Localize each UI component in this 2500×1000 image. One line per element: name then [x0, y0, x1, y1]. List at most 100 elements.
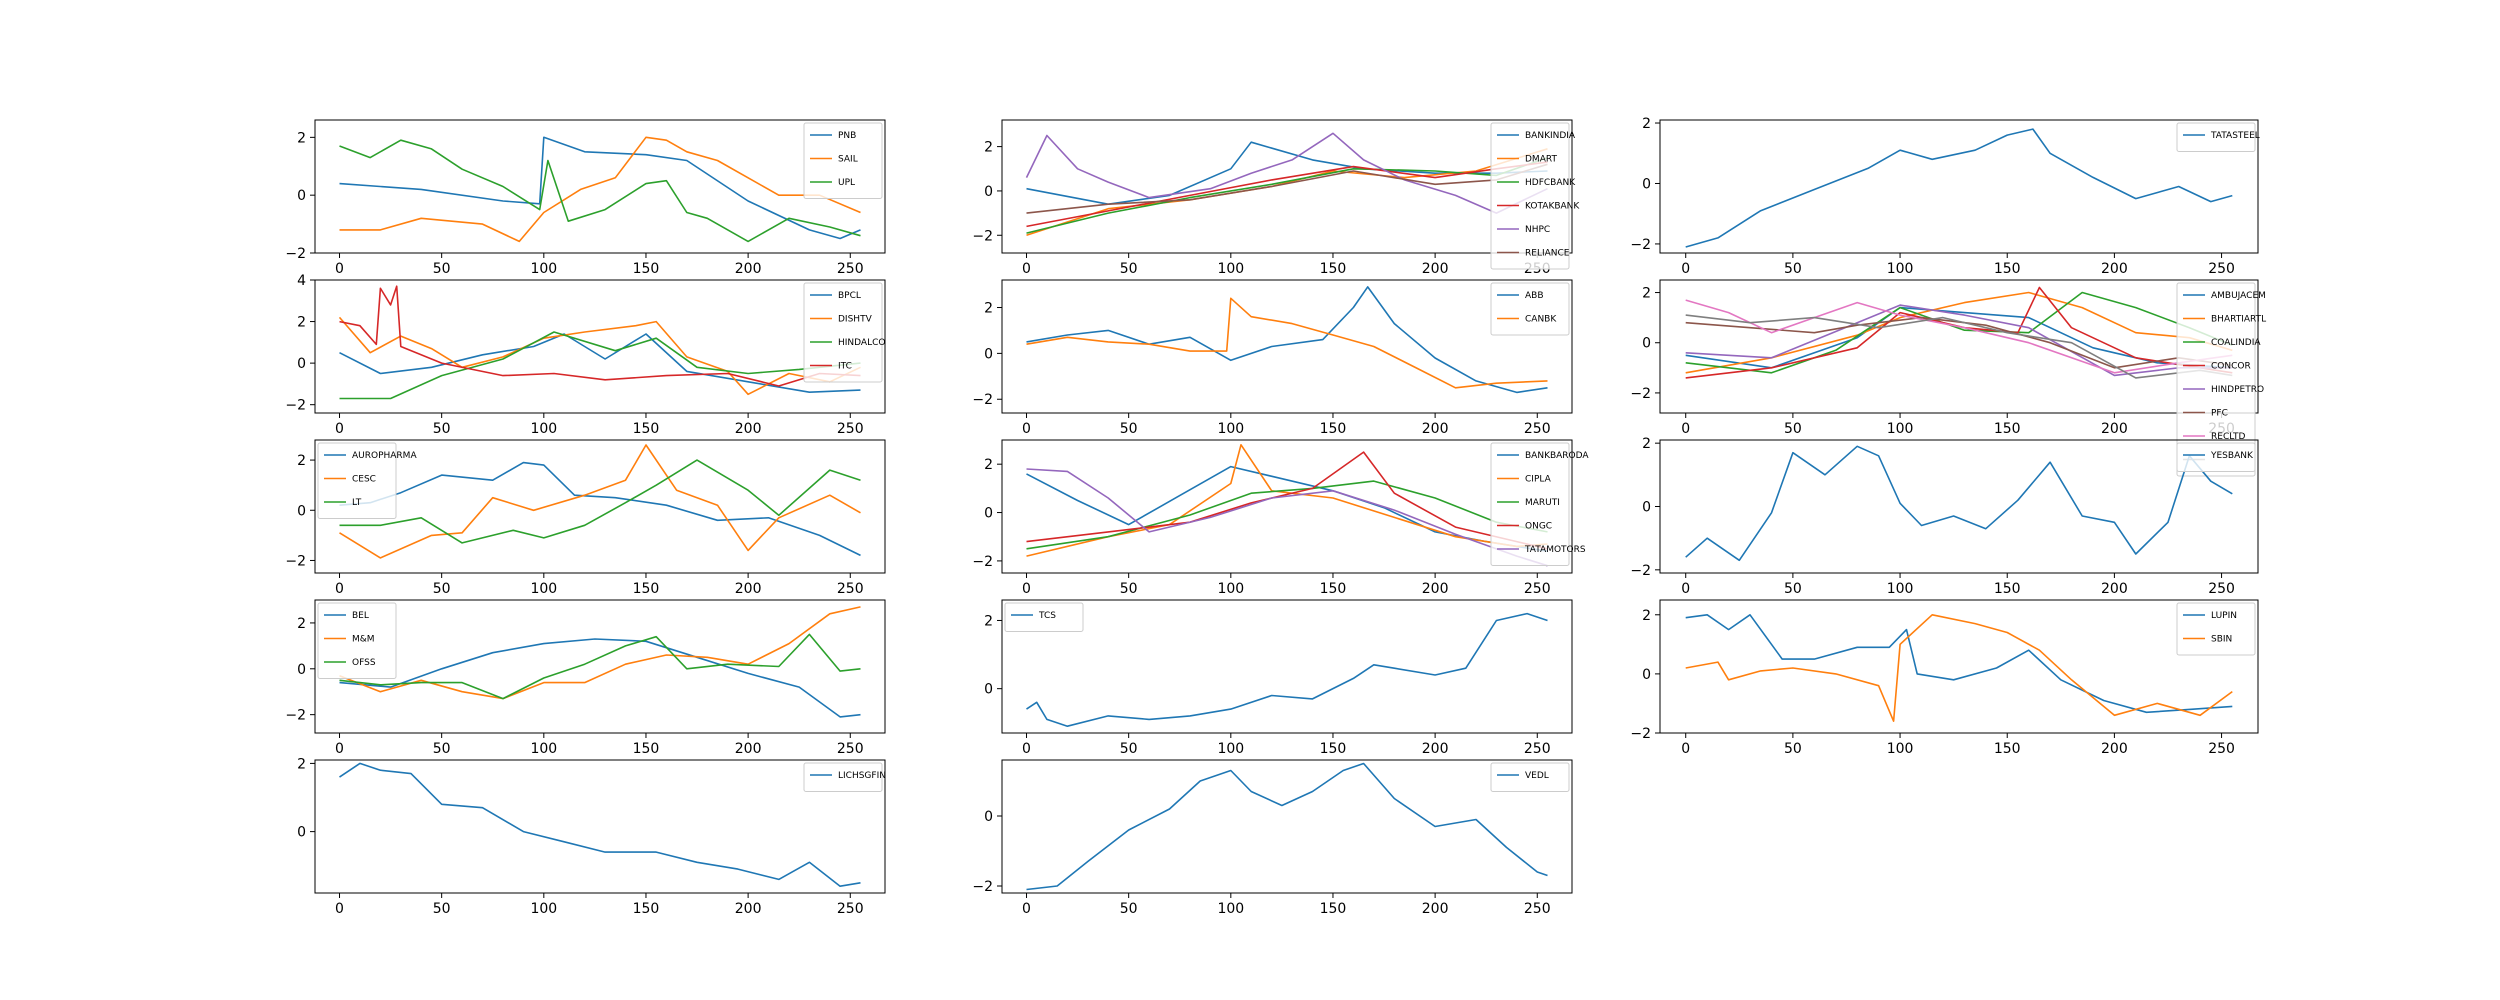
- x-tick-label: 250: [2208, 741, 2235, 757]
- legend-label: DISHTV: [838, 315, 873, 325]
- axes-frame: [314, 759, 886, 894]
- y-tick-label: 2: [297, 616, 306, 632]
- x-tick-label: 200: [735, 421, 762, 437]
- series-lines: [1026, 762, 1548, 891]
- x-tick-label: 200: [1422, 581, 1449, 597]
- legend-label: AMBUJACEM: [2211, 291, 2266, 301]
- x-tick-label: 50: [1120, 421, 1138, 437]
- x-tick-label: 150: [1994, 421, 2021, 437]
- legend: LICHSGFIN: [803, 762, 886, 792]
- legend: BANKBARODA CIPLA MARUTI ONGC TATAMOTORS: [1490, 442, 1589, 566]
- y-tick-label: −2: [1630, 726, 1651, 742]
- x-tick-label: 100: [1217, 901, 1244, 917]
- x-tick-label: 200: [1422, 421, 1449, 437]
- y-tick-label: 0: [984, 506, 993, 522]
- x-tick-label: 200: [735, 261, 762, 277]
- x-tick-label: 200: [2101, 581, 2128, 597]
- series-lines: [1685, 286, 2233, 379]
- legend: PNB SAIL UPL: [803, 122, 883, 199]
- x-tick-label: 50: [1784, 741, 1802, 757]
- subplot-7: 0 50 100 150 200 250 −2 0 2 AUROPHARMA CESC LT: [285, 439, 886, 597]
- y-tick-label: 2: [297, 130, 306, 146]
- x-tick-label: 200: [2101, 261, 2128, 277]
- x-tick-label: 250: [2208, 581, 2235, 597]
- x-tick-label: 50: [1784, 421, 1802, 437]
- x-tick-label: 100: [530, 261, 557, 277]
- subplot-9: 0 50 100 150 200 250 −2 0 2 YESBANK: [1630, 436, 2259, 597]
- series-line: [1685, 314, 2233, 379]
- legend-box: [1490, 282, 1570, 336]
- legend-label: BHARTIARTL: [2211, 315, 2266, 325]
- y-tick-label: −2: [285, 708, 306, 724]
- x-tick-label: 50: [433, 581, 451, 597]
- legend-box: [803, 122, 883, 199]
- y-tick-label: 2: [297, 756, 306, 772]
- y-tick-label: 2: [984, 613, 993, 629]
- series-lines: [1685, 614, 2233, 722]
- x-tick-label: 0: [335, 901, 344, 917]
- legend: ABB CANBK: [1490, 282, 1570, 336]
- series-line: [1685, 299, 2233, 374]
- x-tick-label: 0: [1681, 581, 1690, 597]
- series-line: [1685, 614, 2233, 714]
- legend-label: ABB: [1525, 291, 1544, 301]
- legend-label: HDFCBANK: [1525, 178, 1576, 188]
- x-tick-label: 200: [1422, 741, 1449, 757]
- y-tick-label: −2: [1630, 237, 1651, 253]
- y-tick-label: 2: [984, 301, 993, 317]
- legend-box: [2176, 122, 2256, 152]
- x-tick-label: 0: [1022, 581, 1031, 597]
- legend: AMBUJACEM BHARTIARTL COALINDIA CONCOR HINDPE…: [2176, 282, 2266, 477]
- series-line: [339, 461, 861, 557]
- series-line: [1026, 163, 1548, 214]
- x-tick-label: 100: [1217, 261, 1244, 277]
- axes-frame: [1001, 119, 1573, 254]
- series-lines: [1685, 128, 2233, 248]
- legend: TCS: [1004, 602, 1084, 632]
- x-tick-label: 50: [433, 261, 451, 277]
- y-tick-label: 2: [297, 315, 306, 331]
- x-tick-label: 150: [1320, 741, 1347, 757]
- legend: TATASTEEL: [2176, 122, 2260, 152]
- series-line: [1026, 468, 1548, 567]
- legend-label: ITC: [838, 362, 852, 372]
- y-tick-label: 0: [297, 503, 306, 519]
- x-tick-label: 50: [1120, 901, 1138, 917]
- y-tick-label: −2: [972, 554, 993, 570]
- x-tick-label: 200: [735, 581, 762, 597]
- legend-box: [1490, 442, 1570, 566]
- legend-label: CANBK: [1525, 315, 1557, 325]
- x-tick-label: 50: [433, 901, 451, 917]
- x-tick-label: 150: [633, 901, 660, 917]
- series-line: [339, 139, 861, 243]
- series-line: [1685, 304, 2233, 377]
- legend-label: AUROPHARMA: [352, 451, 417, 461]
- x-tick-label: 150: [1320, 421, 1347, 437]
- x-tick-label: 250: [1524, 581, 1551, 597]
- series-line: [339, 606, 861, 700]
- x-tick-label: 50: [1120, 261, 1138, 277]
- legend-label: PFC: [2211, 409, 2228, 419]
- x-tick-label: 200: [735, 741, 762, 757]
- y-tick-label: 0: [297, 662, 306, 678]
- legend-label: RECLTD: [2211, 432, 2245, 442]
- x-tick-label: 0: [335, 741, 344, 757]
- y-tick-label: 0: [297, 188, 306, 204]
- legend: BEL M&M OFSS: [317, 602, 397, 679]
- legend: VEDL: [1490, 762, 1570, 792]
- y-tick-label: 0: [984, 809, 993, 825]
- x-tick-label: 0: [1681, 741, 1690, 757]
- x-tick-label: 0: [1022, 901, 1031, 917]
- subplot-14: 0 50 100 150 200 250 −2 0 VEDL: [972, 759, 1573, 917]
- subplot-13: 0 50 100 150 200 250 0 2 LICHSGFIN: [297, 756, 886, 917]
- legend-label: CIPLA: [1525, 475, 1552, 485]
- x-tick-label: 150: [1994, 741, 2021, 757]
- x-tick-label: 250: [2208, 261, 2235, 277]
- x-tick-label: 50: [1784, 261, 1802, 277]
- legend-box: [317, 602, 397, 679]
- x-tick-label: 0: [335, 581, 344, 597]
- y-tick-label: 2: [1642, 608, 1651, 624]
- axes-frame: [1659, 439, 2259, 574]
- axes-frame: [1001, 599, 1573, 734]
